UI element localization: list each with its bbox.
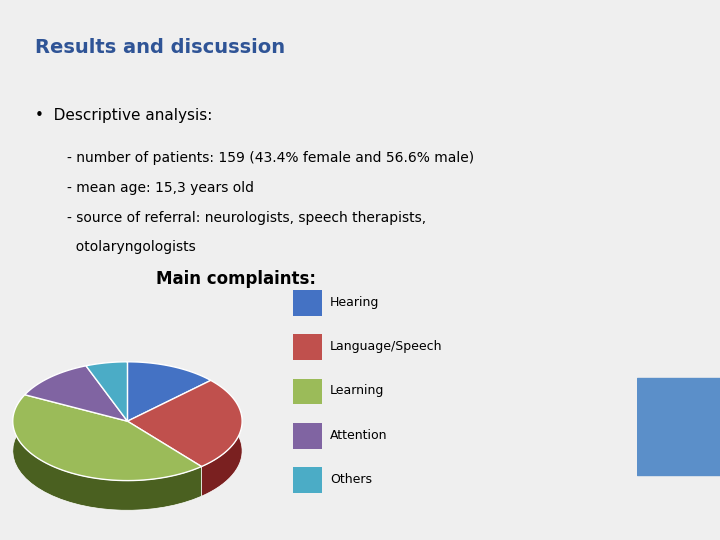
Text: otolaryngologists: otolaryngologists (67, 240, 196, 254)
FancyBboxPatch shape (293, 290, 322, 316)
Text: - source of referral: neurologists, speech therapists,: - source of referral: neurologists, spee… (67, 211, 426, 225)
Text: Results and discussion: Results and discussion (35, 38, 285, 57)
FancyBboxPatch shape (293, 334, 322, 360)
Polygon shape (86, 362, 127, 421)
Bar (637, 378, 720, 475)
Polygon shape (13, 395, 202, 481)
Polygon shape (127, 362, 211, 410)
FancyBboxPatch shape (293, 423, 322, 449)
Text: Hearing: Hearing (330, 296, 379, 309)
Text: Learning: Learning (330, 384, 384, 397)
Polygon shape (13, 395, 202, 510)
FancyBboxPatch shape (293, 467, 322, 493)
Polygon shape (24, 366, 86, 424)
Polygon shape (127, 380, 242, 467)
Polygon shape (202, 380, 242, 496)
Text: Others: Others (330, 473, 372, 486)
Text: - mean age: 15,3 years old: - mean age: 15,3 years old (67, 181, 254, 195)
Text: Attention: Attention (330, 429, 387, 442)
Polygon shape (127, 362, 211, 421)
Polygon shape (24, 366, 127, 421)
Text: - number of patients: 159 (43.4% female and 56.6% male): - number of patients: 159 (43.4% female … (67, 151, 474, 165)
Polygon shape (86, 362, 127, 395)
Text: Main complaints:: Main complaints: (156, 270, 316, 288)
Text: Language/Speech: Language/Speech (330, 340, 443, 353)
Text: •  Descriptive analysis:: • Descriptive analysis: (35, 108, 212, 123)
FancyBboxPatch shape (293, 379, 322, 404)
